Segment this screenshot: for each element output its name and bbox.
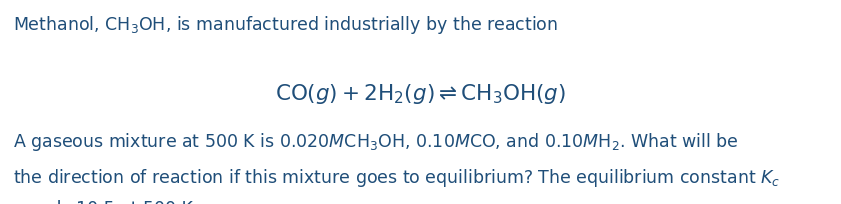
Text: $\mathrm{CO}(g) + \mathrm{2H_2}(g) \rightleftharpoons \mathrm{CH_3OH}(g)$: $\mathrm{CO}(g) + \mathrm{2H_2}(g) \righ… [275,82,566,106]
Text: equals 10.5 at 500 K.: equals 10.5 at 500 K. [13,200,198,204]
Text: Methanol, $\mathrm{CH_3OH}$, is manufactured industrially by the reaction: Methanol, $\mathrm{CH_3OH}$, is manufact… [13,14,558,36]
Text: the direction of reaction if this mixture goes to equilibrium? The equilibrium c: the direction of reaction if this mixtur… [13,167,780,189]
Text: A gaseous mixture at 500 K is 0.020$M\mathrm{CH_3OH}$, 0.10$M\mathrm{CO}$, and 0: A gaseous mixture at 500 K is 0.020$M\ma… [13,131,738,153]
